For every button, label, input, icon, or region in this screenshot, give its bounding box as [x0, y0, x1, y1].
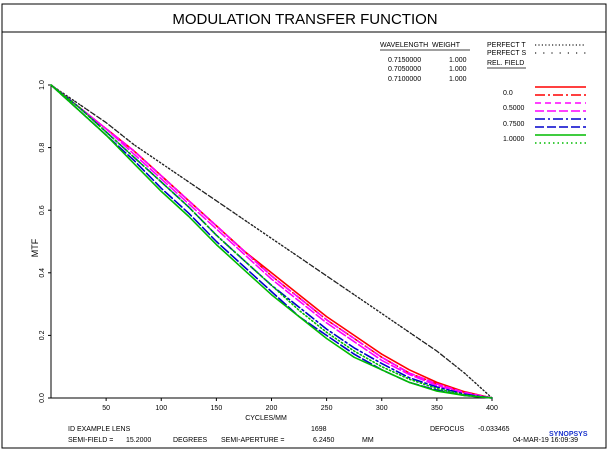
title-box: [1, 3, 607, 33]
legend-field-label-3: 0.7500: [503, 121, 525, 128]
x-axis-label: CYCLES/MM: [245, 415, 287, 422]
series-line-5: [50, 84, 493, 399]
legend-field-label-1: 0.0: [503, 90, 513, 97]
y-tick-label: 0.8: [39, 143, 46, 153]
plot-frame: [1, 31, 607, 449]
timestamp: 04-MAR-19 16:09:39: [513, 437, 578, 444]
legend-perfect-t-label: PERFECT T: [487, 42, 526, 49]
weight-row-2: 1.000: [449, 66, 467, 73]
series-line-6: [50, 84, 493, 399]
semi-aperture-label: SEMI-APERTURE =: [221, 437, 284, 444]
y-tick-label: 0.2: [39, 330, 46, 340]
x-tick-label: 250: [321, 405, 333, 412]
weight-row-1: 1.000: [449, 57, 467, 64]
wavelength-table: WAVELENGTH WEIGHT 0.7150000 1.000 0.7050…: [380, 42, 470, 83]
wavelength-header: WAVELENGTH: [380, 42, 428, 49]
legend-field-label-4: 1.0000: [503, 136, 525, 143]
y-tick-label: 0.6: [39, 205, 46, 215]
wavelength-row-3: 0.7100000: [388, 76, 421, 83]
mm-label: MM: [362, 437, 374, 444]
legend-field-label-2: 0.5000: [503, 105, 525, 112]
semi-field-label: SEMI-FIELD =: [68, 437, 113, 444]
degrees-label: DEGREES: [173, 437, 208, 444]
weight-header: WEIGHT: [432, 42, 461, 49]
legend-perfect-s-label: PERFECT S: [487, 50, 526, 57]
footer: ID EXAMPLE LENS 1698 DEFOCUS -0.033465 S…: [68, 426, 588, 444]
y-tick-label: 0.4: [39, 268, 46, 278]
chart-title: MODULATION TRANSFER FUNCTION: [172, 11, 437, 28]
semi-aperture-value: 6.2450: [313, 437, 335, 444]
wavelength-row-1: 0.7150000: [388, 57, 421, 64]
legend: PERFECT T PERFECT S REL. FIELD 0.0 0.500…: [487, 42, 586, 144]
x-tick-label: 350: [431, 405, 443, 412]
series-line-9: [50, 84, 493, 399]
y-tick-label: 0.0: [39, 393, 46, 403]
semi-field-value: 15.2000: [126, 437, 151, 444]
x-tick-label: 50: [102, 405, 110, 412]
x-tick-label: 150: [211, 405, 223, 412]
y-axis-label: MTF: [30, 238, 40, 257]
brand-logo: SYNOPSYS: [549, 431, 588, 438]
series-line-1: [50, 84, 493, 399]
legend-rel-field-label: REL. FIELD: [487, 60, 524, 67]
defocus-label: DEFOCUS: [430, 426, 465, 433]
x-tick-label: 300: [376, 405, 388, 412]
y-tick-label: 1.0: [39, 80, 46, 90]
x-tick-label: 400: [486, 405, 498, 412]
x-tick-label: 100: [155, 405, 167, 412]
defocus-value: -0.033465: [478, 426, 510, 433]
x-tick-label: 200: [266, 405, 278, 412]
lens-id: ID EXAMPLE LENS: [68, 426, 131, 433]
weight-row-3: 1.000: [449, 76, 467, 83]
series-line-2: [50, 84, 493, 399]
plot-series: [50, 84, 493, 399]
series-line-10: [50, 84, 493, 399]
lens-code: 1698: [311, 426, 327, 433]
wavelength-row-2: 0.7050000: [388, 66, 421, 73]
plot-axes: 50 100 150 200 250 300 350 400 0.0 0.2 0.4 0.6 0.8 1.…: [39, 80, 498, 412]
